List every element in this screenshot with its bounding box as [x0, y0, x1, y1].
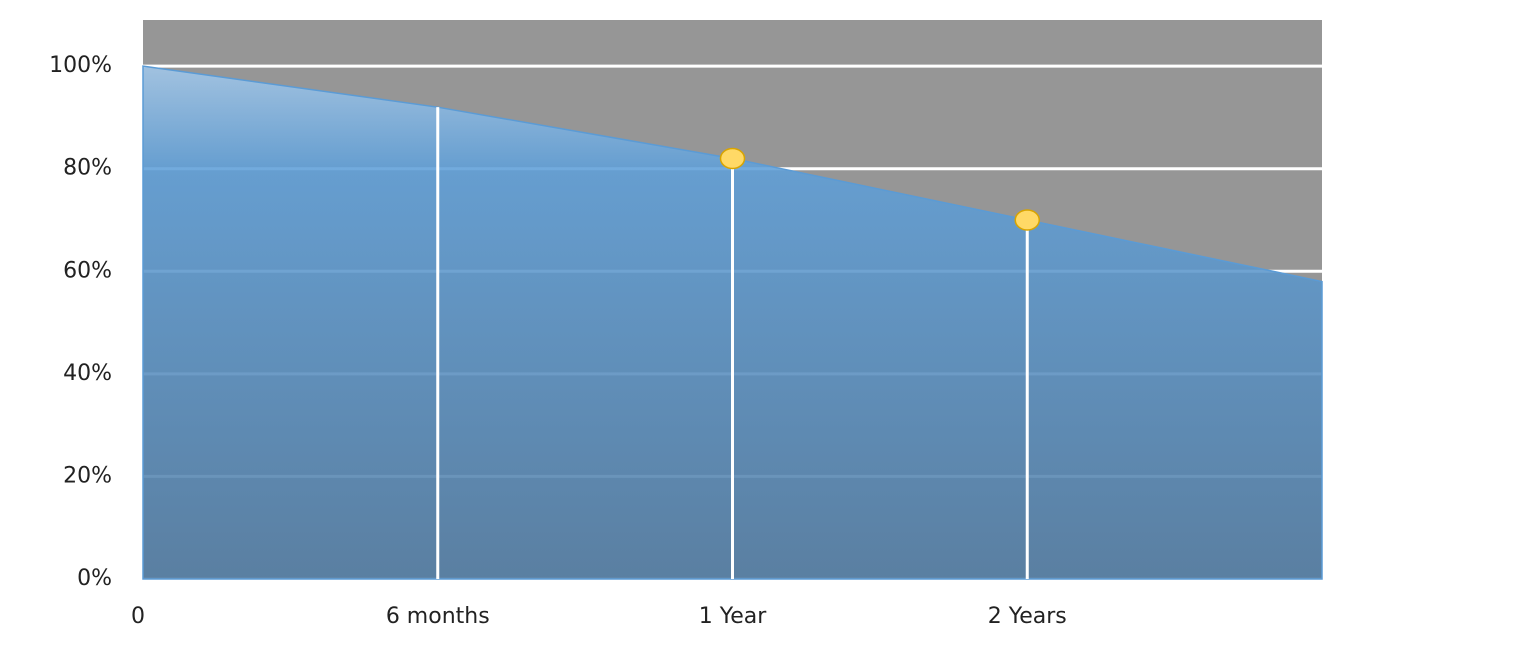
- x-tick-label: 6 months: [386, 604, 490, 629]
- y-tick-label: 0%: [77, 566, 112, 591]
- y-tick-label: 60%: [63, 258, 112, 283]
- y-tick-label: 100%: [49, 53, 112, 78]
- marker: [1014, 209, 1040, 231]
- y-tick-label: 20%: [63, 463, 112, 488]
- x-tick-label: 2 Years: [988, 604, 1067, 629]
- y-tick-label: 80%: [63, 156, 112, 181]
- x-tick-label: 1 Year: [699, 604, 768, 629]
- y-tick-label: 40%: [63, 361, 112, 386]
- marker: [719, 147, 746, 170]
- x-tick-label: 0: [131, 604, 145, 629]
